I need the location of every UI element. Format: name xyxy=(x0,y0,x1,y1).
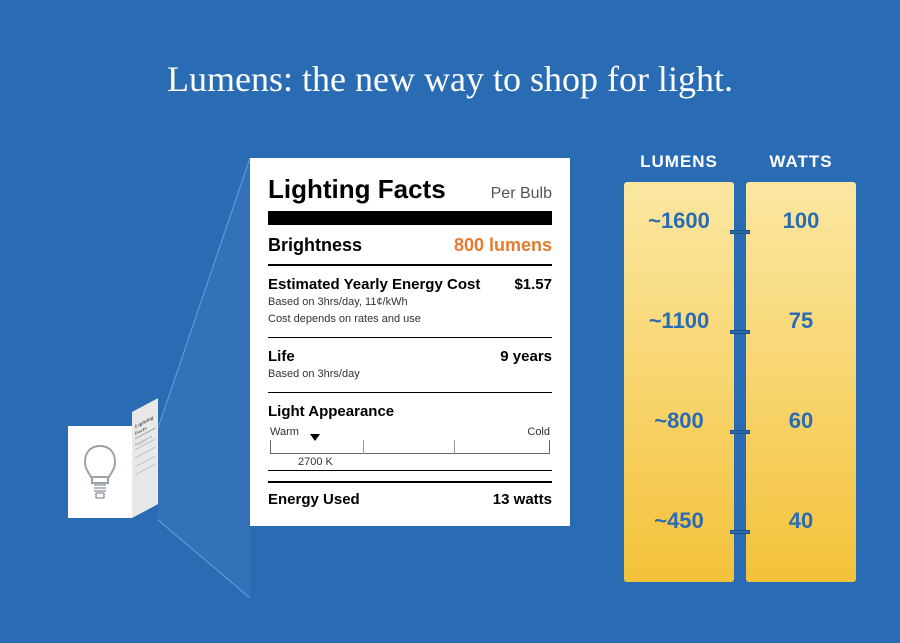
page-title: Lumens: the new way to shop for light. xyxy=(0,58,900,100)
appearance-cold-label: Cold xyxy=(527,426,550,438)
bulb-box-front xyxy=(68,426,132,518)
cost-label: Estimated Yearly Energy Cost xyxy=(268,276,480,293)
brightness-value: 800 lumens xyxy=(454,235,552,256)
facts-per-bulb: Per Bulb xyxy=(491,185,552,203)
brightness-label: Brightness xyxy=(268,235,362,256)
life-label: Life xyxy=(268,348,295,365)
comp-lumens-value: ~1100 xyxy=(624,308,734,334)
lighting-facts-card: Lighting Facts Per Bulb Brightness 800 l… xyxy=(250,158,570,526)
appearance-track: 2700 K xyxy=(270,440,550,454)
comp-watts-value: 100 xyxy=(746,208,856,234)
cost-fine-2: Cost depends on rates and use xyxy=(268,312,552,327)
appearance-label: Light Appearance xyxy=(268,403,552,420)
cost-value: $1.57 xyxy=(514,276,552,293)
comp-tick xyxy=(730,530,750,534)
comp-tick xyxy=(730,430,750,434)
appearance-marker xyxy=(310,434,320,441)
appearance-warm-label: Warm xyxy=(270,426,299,438)
comp-lumens-value: ~450 xyxy=(624,508,734,534)
comp-header-watts: WATTS xyxy=(746,152,856,172)
comp-lumens-value: ~1600 xyxy=(624,208,734,234)
appearance-scale: Warm Cold 2700 K xyxy=(270,426,550,460)
comp-lumens-value: ~800 xyxy=(624,408,734,434)
comp-watts-value: 60 xyxy=(746,408,856,434)
comp-tick xyxy=(730,230,750,234)
facts-heading: Lighting Facts xyxy=(268,174,446,205)
energy-value: 13 watts xyxy=(493,491,552,508)
energy-label: Energy Used xyxy=(268,491,360,508)
bulb-box-side-label: Lighting Facts Brightness xyxy=(132,398,158,518)
life-value: 9 years xyxy=(500,348,552,365)
appearance-value: 2700 K xyxy=(298,456,333,468)
comp-watts-value: 75 xyxy=(746,308,856,334)
comp-tick xyxy=(730,330,750,334)
lumens-watts-comparison: LUMENS WATTS ~1600 100 ~1100 75 ~800 60 ~450 40 xyxy=(624,152,856,582)
cost-fine-1: Based on 3hrs/day, 11¢/kWh xyxy=(268,295,552,310)
life-fine: Based on 3hrs/day xyxy=(268,367,552,382)
comp-watts-value: 40 xyxy=(746,508,856,534)
facts-thick-rule xyxy=(268,211,552,225)
bulb-icon xyxy=(79,442,121,502)
comp-header-lumens: LUMENS xyxy=(624,152,734,172)
bulb-package-box: Lighting Facts Brightness xyxy=(68,412,158,520)
